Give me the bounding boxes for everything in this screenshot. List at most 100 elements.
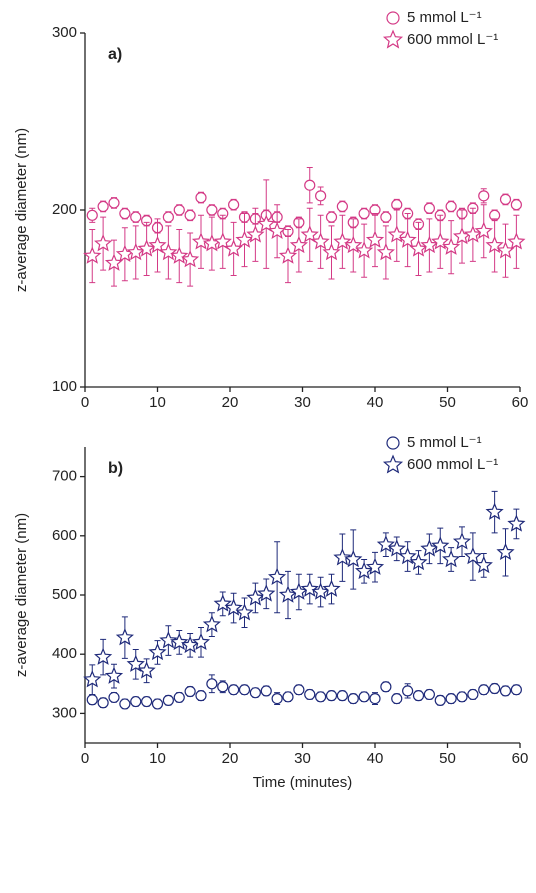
star-marker xyxy=(322,579,341,597)
circle-marker xyxy=(315,691,327,703)
star-marker xyxy=(278,246,298,264)
star-marker xyxy=(104,666,124,684)
star-marker xyxy=(137,239,156,257)
star-marker xyxy=(300,579,319,597)
star-marker xyxy=(376,242,395,261)
circle-marker xyxy=(97,200,109,213)
x-tick-label: 50 xyxy=(439,750,456,767)
y-tick-label: 600 xyxy=(52,527,77,544)
circle-marker xyxy=(119,698,131,710)
star-marker xyxy=(115,244,134,262)
circle-marker xyxy=(402,685,414,697)
circle-marker xyxy=(97,697,109,709)
circle-marker xyxy=(173,204,185,216)
circle-marker xyxy=(434,694,446,706)
x-tick-label: 20 xyxy=(222,394,239,411)
star-marker xyxy=(83,670,102,688)
star-marker xyxy=(268,567,287,585)
circle-marker xyxy=(347,692,359,705)
star-marker xyxy=(474,555,493,574)
star-marker xyxy=(83,246,102,264)
star-marker xyxy=(202,615,221,633)
star-marker xyxy=(126,242,145,261)
circle-marker xyxy=(478,190,490,202)
circle-marker xyxy=(162,694,174,706)
star-marker xyxy=(257,214,276,232)
star-marker xyxy=(235,230,254,248)
star-marker xyxy=(148,642,167,661)
star-marker xyxy=(257,584,276,602)
legend-label: 600 mmol L⁻¹ xyxy=(407,456,498,473)
star-marker xyxy=(463,546,482,565)
circle-marker xyxy=(195,192,207,204)
circle-marker xyxy=(499,685,512,697)
star-marker xyxy=(159,242,178,261)
star-marker xyxy=(115,628,134,646)
star-marker xyxy=(94,234,113,252)
star-marker xyxy=(496,542,515,561)
star-marker xyxy=(311,232,330,250)
circle-marker xyxy=(478,684,490,696)
y-axis-label: z-average diameter (nm) xyxy=(13,513,30,677)
circle-marker xyxy=(271,692,283,705)
circle-marker xyxy=(228,199,240,211)
circle-marker xyxy=(173,691,185,704)
star-marker xyxy=(365,230,385,248)
star-marker xyxy=(452,227,472,245)
circle-marker xyxy=(510,199,522,211)
star-marker xyxy=(181,250,200,268)
circle-marker xyxy=(304,688,316,701)
circle-marker xyxy=(369,692,381,705)
x-axis-label: Time (minutes) xyxy=(253,774,352,791)
circle-marker xyxy=(391,692,403,705)
circle-marker xyxy=(445,200,457,213)
circle-marker xyxy=(358,207,370,220)
y-tick-label: 200 xyxy=(52,201,77,218)
star-marker xyxy=(289,235,308,254)
y-tick-label: 700 xyxy=(52,468,77,485)
x-tick-label: 0 xyxy=(81,394,89,411)
circle-marker xyxy=(467,688,479,701)
star-marker xyxy=(137,661,156,679)
star-marker xyxy=(431,536,450,554)
circle-marker xyxy=(315,190,327,202)
legend-marker xyxy=(382,29,404,49)
circle-marker xyxy=(184,685,196,698)
legend-label: 5 mmol L⁻¹ xyxy=(407,9,482,26)
star-marker xyxy=(474,221,493,239)
legend-marker xyxy=(386,11,400,25)
circle-marker xyxy=(336,200,348,213)
circle-marker xyxy=(325,690,338,702)
circle-marker xyxy=(336,690,348,702)
y-tick-label: 500 xyxy=(52,586,77,603)
star-marker xyxy=(213,594,232,612)
star-marker xyxy=(148,235,167,254)
x-tick-label: 30 xyxy=(294,750,311,767)
x-tick-label: 50 xyxy=(439,394,456,411)
star-marker xyxy=(355,561,374,580)
x-tick-label: 20 xyxy=(222,750,239,767)
panel-label: b) xyxy=(108,460,123,477)
star-marker xyxy=(387,539,406,557)
star-marker xyxy=(246,588,265,606)
star-marker xyxy=(409,552,428,571)
circle-marker xyxy=(184,209,196,221)
circle-marker xyxy=(380,211,392,223)
x-tick-label: 30 xyxy=(294,394,311,411)
star-marker xyxy=(452,532,472,550)
x-tick-label: 10 xyxy=(149,394,166,411)
circle-marker xyxy=(489,682,501,695)
circle-marker xyxy=(151,698,164,710)
circle-marker xyxy=(282,691,294,703)
circle-marker xyxy=(206,204,218,216)
circle-marker xyxy=(423,202,435,214)
x-tick-label: 0 xyxy=(81,750,89,767)
circle-marker xyxy=(130,211,142,223)
circle-marker xyxy=(260,685,272,697)
x-tick-label: 60 xyxy=(512,394,529,411)
star-marker xyxy=(409,239,428,257)
star-marker xyxy=(442,549,461,568)
circle-marker xyxy=(206,678,218,690)
circle-marker xyxy=(456,691,468,703)
